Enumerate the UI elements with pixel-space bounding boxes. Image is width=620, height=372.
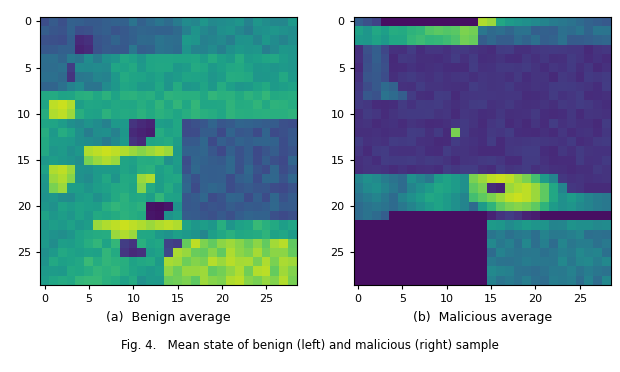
Text: Fig. 4.   Mean state of benign (left) and malicious (right) sample: Fig. 4. Mean state of benign (left) and … — [121, 340, 499, 352]
X-axis label: (a)  Benign average: (a) Benign average — [107, 311, 231, 324]
X-axis label: (b)  Malicious average: (b) Malicious average — [413, 311, 552, 324]
